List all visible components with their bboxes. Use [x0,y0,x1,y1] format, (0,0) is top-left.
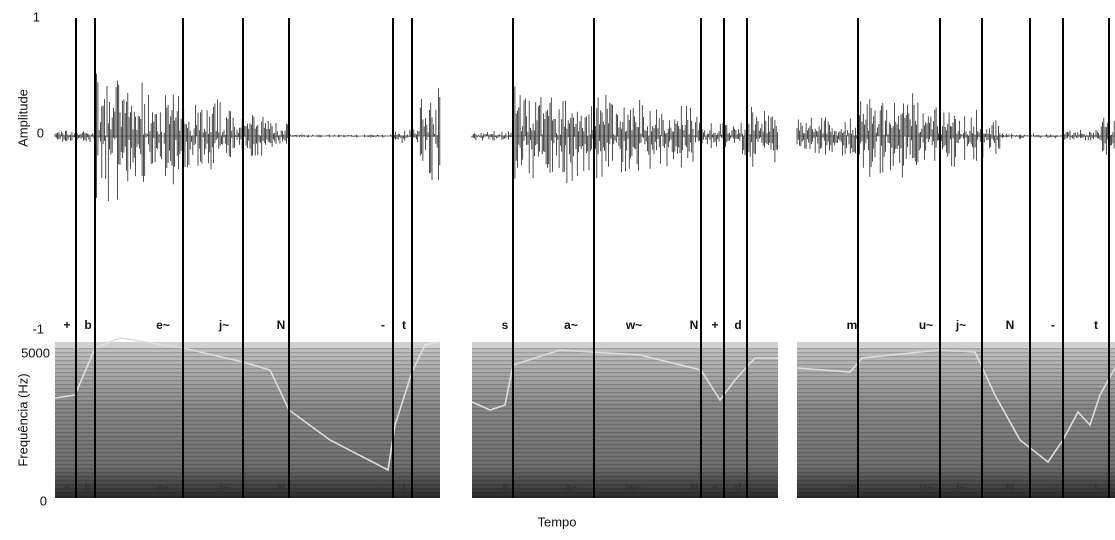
segment-label: e~ [157,482,170,494]
segment-label: b [85,482,92,494]
segment-label: m [847,318,858,332]
segment-label: N [1006,482,1014,494]
segment-label: N [277,482,285,494]
spectrogram-harmonics [472,342,778,498]
segment-label: e~ [156,318,170,332]
segment-label: w~ [626,482,643,494]
spectrogram-top [797,342,1115,348]
segment-label: - [1051,482,1055,494]
segment-label: d [734,318,741,332]
waveform [54,73,441,202]
spectrogram-harmonics [797,342,1115,498]
segment-label: s [502,482,508,494]
segment-label: s [502,318,509,332]
segment-label: a~ [565,482,578,494]
spectrogram-top [55,342,440,348]
segment-label: + [711,318,718,332]
pitch-contour [796,349,1115,464]
tick-label: -1 [32,321,44,336]
segment-label: t [1094,482,1098,494]
tick-label: 0 [37,125,44,140]
axis-label: Frequência (Hz) [15,373,30,466]
tick-label: 1 [33,9,40,24]
spectrogram-top [472,342,778,348]
segment-label: j~ [955,318,966,332]
segment-label: d [735,482,742,494]
segment-label: N [690,482,698,494]
segment-label: + [712,482,718,494]
waveform [471,86,778,185]
segment-label: - [381,482,385,494]
segment-label: - [1051,318,1055,332]
segment-label: t [402,482,406,494]
segment-label: w~ [625,318,642,332]
segment-label: u~ [919,482,933,494]
segment-label: + [63,318,70,332]
segment-label: a~ [564,318,578,332]
tick-label: 0 [40,493,47,508]
segment-label: N [277,318,286,332]
segment-label: + [64,482,70,494]
segment-label: t [1094,318,1098,332]
segment-label: - [381,318,385,332]
segment-label: t [402,318,406,332]
segment-label: j~ [218,318,229,332]
waveform [796,87,1115,178]
segment-label: j~ [218,482,229,494]
segment-label: N [1006,318,1015,332]
segment-label: u~ [919,318,933,332]
axis-label: Tempo [537,514,576,529]
spectrogram-harmonics [55,342,440,498]
tick-label: 5000 [21,345,50,360]
pitch-contour [471,349,778,411]
segment-label: b [84,318,91,332]
axis-label: Amplitude [15,89,30,147]
pitch-contour [54,337,441,472]
segment-label: j~ [955,482,966,494]
segment-label: m [847,482,857,494]
panels: + + b b e~ e~ j~ j~ N N - - t t s s a~ a~ w~ w~ N N + + d d m m u~ u~… [54,18,1115,498]
segment-label: N [690,318,699,332]
